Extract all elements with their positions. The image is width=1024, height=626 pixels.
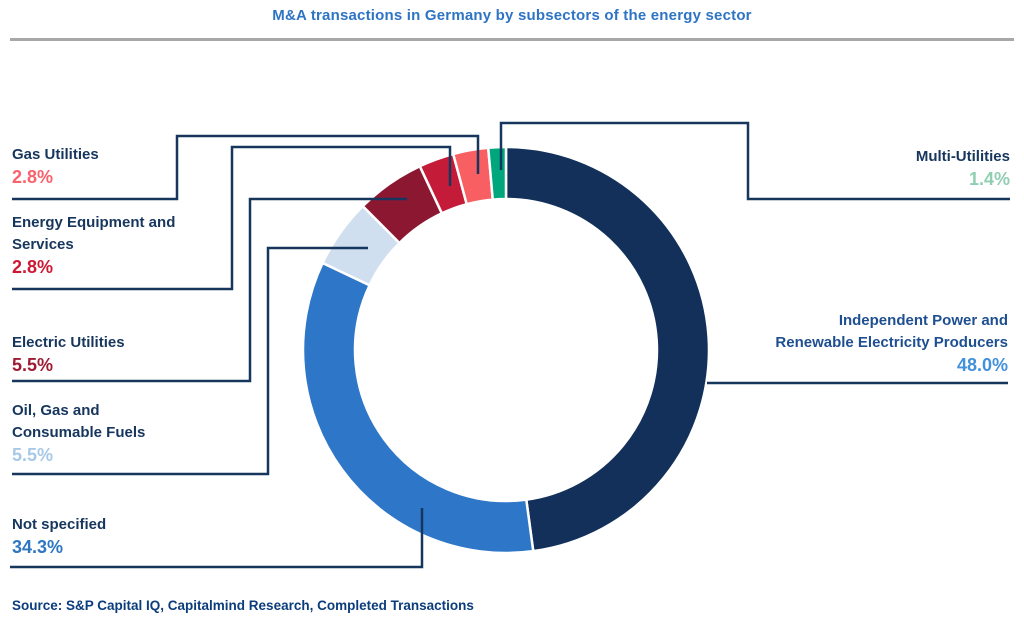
segment-value: 1.4% <box>968 169 1010 189</box>
segment-value: 2.8% <box>12 257 54 277</box>
leader-gas-utilities <box>12 134 480 201</box>
leader-energy-equipment <box>12 145 452 291</box>
callout-oil-gas: Oil, Gas and Consumable Fuels 5.5% <box>12 400 145 466</box>
segment-label: Not specified <box>12 516 107 533</box>
segment-label: Consumable Fuels <box>12 424 146 441</box>
leader-oil-gas <box>12 246 368 476</box>
donut-segment-6 <box>486 145 508 201</box>
callout-electric-utilities: Electric Utilities 5.5% <box>12 332 125 376</box>
leader-multi-utilities <box>499 121 1010 201</box>
segment-label: Energy Equipment and <box>12 214 176 231</box>
segment-label: Gas Utilities <box>12 146 99 163</box>
callout-independent-power: Independent Power and Renewable Electric… <box>775 310 1008 376</box>
leader-not-specified <box>10 508 424 569</box>
segment-value: 5.5% <box>12 445 54 465</box>
chart-title: M&A transactions in Germany by subsector… <box>272 7 752 24</box>
source-text: Source: S&P Capital IQ, Capitalmind Rese… <box>12 598 474 613</box>
segment-label: Multi-Utilities <box>915 148 1010 165</box>
segment-value: 34.3% <box>12 537 64 557</box>
segment-value: 2.8% <box>12 167 54 187</box>
segment-label: Electric Utilities <box>12 334 125 351</box>
segment-label: Oil, Gas and <box>12 402 100 419</box>
donut-segment-1 <box>301 261 535 555</box>
callout-gas-utilities: Gas Utilities 2.8% <box>12 144 99 188</box>
leader-electric-utilities <box>12 197 407 383</box>
callout-multi-utilities: Multi-Utilities 1.4% <box>916 146 1010 190</box>
callout-energy-equipment: Energy Equipment and Services 2.8% <box>12 212 175 278</box>
segment-value: 5.5% <box>12 355 54 375</box>
segment-label: Renewable Electricity Producers <box>775 334 1008 351</box>
callout-not-specified: Not specified 34.3% <box>12 514 106 558</box>
segment-label: Independent Power and <box>838 312 1008 329</box>
segment-label: Services <box>12 236 74 253</box>
segment-value: 48.0% <box>956 355 1008 375</box>
donut-segment-0 <box>504 145 711 553</box>
title-divider <box>10 38 1014 41</box>
